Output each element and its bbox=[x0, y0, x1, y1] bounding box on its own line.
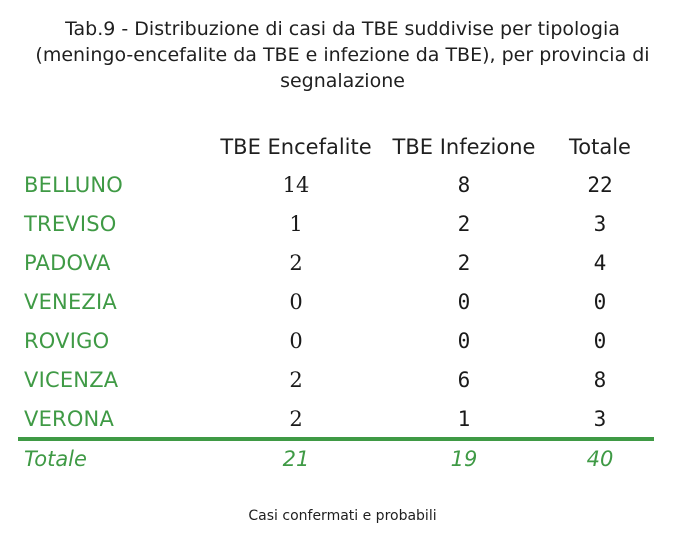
total-totale: 40 bbox=[586, 447, 614, 471]
data-table: TBE Encefalite TBE Infezione Totale BELL… bbox=[18, 128, 658, 439]
province-label: VENEZIA bbox=[24, 290, 117, 314]
encefalite-value: 14 bbox=[282, 173, 310, 197]
province-label: VERONA bbox=[24, 407, 115, 431]
total-divider bbox=[18, 437, 654, 441]
title-line-2: (meningo-encefalite da TBE e infezione d… bbox=[35, 44, 650, 66]
table-row: BELLUNO 14 8 22 bbox=[18, 166, 658, 205]
province-label: PADOVA bbox=[24, 251, 111, 275]
table-row: VICENZA 2 6 8 bbox=[18, 361, 658, 400]
header-row: TBE Encefalite TBE Infezione Totale bbox=[18, 128, 658, 166]
total-infezione: 19 bbox=[450, 447, 478, 471]
title-line-3: segnalazione bbox=[280, 70, 405, 92]
encefalite-value: 2 bbox=[289, 368, 303, 392]
column-header-encefalite: TBE Encefalite bbox=[220, 135, 372, 159]
total-encefalite: 21 bbox=[282, 447, 310, 471]
infezione-value: 2 bbox=[457, 212, 471, 236]
table-row: VENEZIA 0 0 0 bbox=[18, 283, 658, 322]
province-label: TREVISO bbox=[24, 212, 117, 236]
infezione-value: 0 bbox=[457, 329, 471, 353]
title-line-1: Tab.9 - Distribuzione di casi da TBE sud… bbox=[65, 18, 620, 40]
infezione-value: 8 bbox=[457, 173, 471, 197]
total-label: Totale bbox=[24, 447, 87, 471]
table-row: ROVIGO 0 0 0 bbox=[18, 322, 658, 361]
infezione-value: 2 bbox=[457, 251, 471, 275]
table-row: PADOVA 2 2 4 bbox=[18, 244, 658, 283]
infezione-value: 1 bbox=[457, 407, 471, 431]
table-title: Tab.9 - Distribuzione di casi da TBE sud… bbox=[0, 16, 685, 94]
totale-value: 0 bbox=[593, 290, 607, 314]
province-label: BELLUNO bbox=[24, 173, 124, 197]
totale-value: 22 bbox=[587, 173, 613, 197]
infezione-value: 6 bbox=[457, 368, 471, 392]
infezione-value: 0 bbox=[457, 290, 471, 314]
table-row: VERONA 2 1 3 bbox=[18, 400, 658, 439]
encefalite-value: 2 bbox=[289, 407, 303, 431]
table-row: TREVISO 1 2 3 bbox=[18, 205, 658, 244]
encefalite-value: 0 bbox=[289, 329, 303, 353]
encefalite-value: 2 bbox=[289, 251, 303, 275]
totale-value: 3 bbox=[593, 212, 607, 236]
totale-value: 3 bbox=[593, 407, 607, 431]
encefalite-value: 0 bbox=[289, 290, 303, 314]
encefalite-value: 1 bbox=[289, 212, 303, 236]
totale-value: 4 bbox=[593, 251, 607, 275]
column-header-totale: Totale bbox=[569, 135, 631, 159]
totale-value: 8 bbox=[593, 368, 607, 392]
province-label: VICENZA bbox=[24, 368, 119, 392]
totale-value: 0 bbox=[593, 329, 607, 353]
province-label: ROVIGO bbox=[24, 329, 110, 353]
total-row: Totale 21 19 40 bbox=[18, 439, 658, 479]
column-header-infezione: TBE Infezione bbox=[392, 135, 536, 159]
footnote: Casi confermati e probabili bbox=[248, 508, 437, 524]
